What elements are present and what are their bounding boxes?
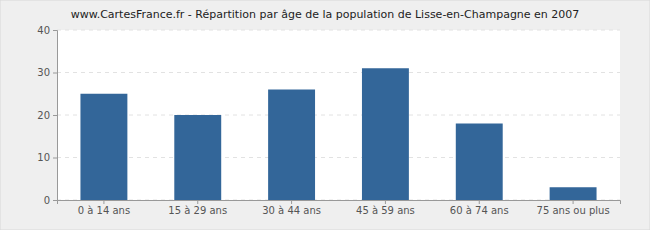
x-tick-label: 45 à 59 ans [356, 205, 415, 216]
x-tick-label: 15 à 29 ans [168, 205, 227, 216]
grid-line [57, 72, 620, 73]
bar [456, 124, 503, 201]
x-tick: 60 à 74 ans [450, 200, 509, 216]
x-tick: 45 à 59 ans [356, 200, 415, 216]
x-tick-label: 30 à 44 ans [262, 205, 321, 216]
x-tick: 0 à 14 ans [78, 200, 130, 216]
plot-area [57, 30, 620, 200]
bar [174, 115, 221, 200]
bar [80, 94, 127, 200]
y-tick-label: 20 [37, 110, 50, 121]
x-tick-mark [197, 200, 198, 204]
grid-line [57, 30, 620, 31]
y-tick: 40 [37, 25, 57, 36]
x-tick-mark [103, 200, 104, 204]
y-tick-mark [53, 73, 57, 74]
y-tick-label: 40 [37, 25, 50, 36]
x-tick-label: 75 ans ou plus [537, 205, 610, 216]
x-tick: 30 à 44 ans [262, 200, 321, 216]
plot: 0 10 20 30 40 0 à 14 ans 15 à 29 ans 30 à 44 an… [37, 25, 620, 216]
x-tick-mark [385, 200, 386, 204]
x-tick: 75 ans ou plus [537, 200, 610, 216]
x-tick-mark [479, 200, 480, 204]
y-tick-mark [53, 30, 57, 31]
x-tick: 15 à 29 ans [168, 200, 227, 216]
x-axis: 0 à 14 ans 15 à 29 ans 30 à 44 ans 45 à 59 … [58, 200, 621, 216]
y-tick-label: 30 [37, 67, 50, 78]
y-tick-mark [53, 200, 57, 201]
grid-line [57, 157, 620, 158]
background [0, 0, 650, 230]
y-tick: 10 [37, 152, 57, 163]
y-tick: 20 [37, 110, 57, 121]
bar [268, 90, 315, 201]
y-tick-label: 10 [37, 152, 50, 163]
y-axis-line [53, 31, 58, 201]
bar [362, 68, 409, 200]
y-axis: 0 10 20 30 40 [37, 25, 57, 206]
y-tick: 0 [44, 195, 57, 206]
y-tick-label: 0 [44, 195, 50, 206]
y-tick: 30 [37, 67, 57, 78]
grid-line [57, 115, 620, 116]
y-tick-mark [53, 115, 57, 116]
x-axis-line [58, 201, 621, 205]
x-tick-mark [573, 200, 574, 204]
title: www.CartesFrance.fr - Répartition par âg… [71, 8, 580, 21]
y-tick-mark [53, 158, 57, 159]
grid [57, 30, 620, 200]
x-tick-label: 60 à 74 ans [450, 205, 509, 216]
x-tick-mark [291, 200, 292, 204]
bars [80, 68, 596, 200]
chart: www.CartesFrance.fr - Répartition par âg… [0, 0, 650, 230]
bar [550, 187, 597, 200]
x-tick-label: 0 à 14 ans [78, 205, 130, 216]
